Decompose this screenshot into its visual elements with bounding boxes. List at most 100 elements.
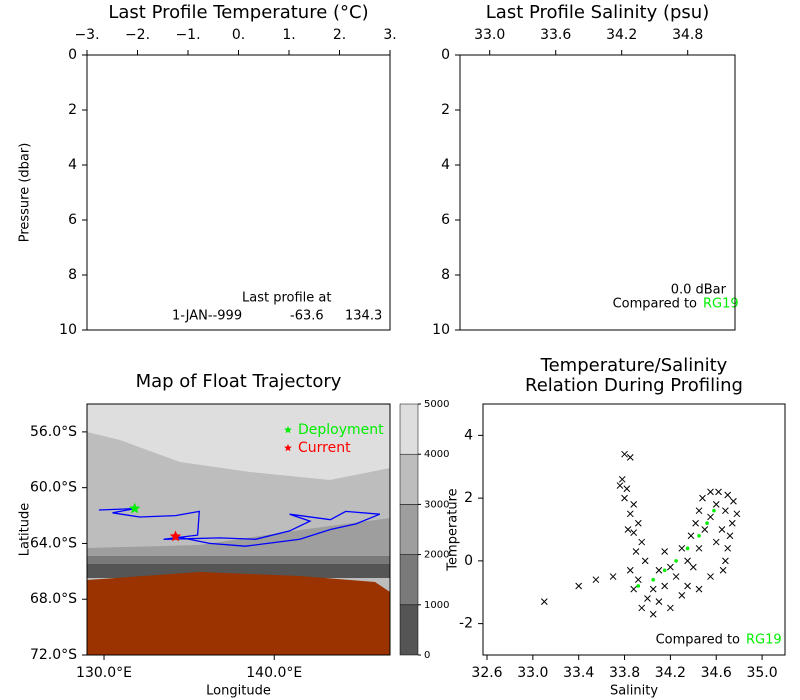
x-tick-label: 34.8 — [672, 27, 703, 43]
colorbar-segment — [399, 504, 419, 555]
bathymetry-deepest — [87, 404, 390, 480]
colorbar-tick-label: 3000 — [424, 499, 449, 510]
scatter-point — [724, 491, 732, 499]
y-tick-label: 2 — [441, 102, 450, 118]
scatter-point — [695, 585, 703, 593]
scatter-point — [626, 510, 634, 518]
scatter-point — [697, 533, 701, 538]
legend-symbol — [284, 426, 292, 434]
plot-frame — [86, 403, 391, 656]
scatter-point — [623, 485, 631, 493]
float-marker — [169, 530, 182, 542]
x-tick-label: 34.2 — [606, 27, 637, 43]
y-axis-label: Pressure (dbar) — [18, 143, 33, 243]
legend-symbol — [284, 444, 292, 452]
y-tick-label: 6 — [68, 212, 77, 228]
legend-label: Current — [298, 440, 351, 456]
scatter-point — [684, 557, 691, 565]
scatter-point — [575, 582, 583, 590]
colorbar-segment — [399, 604, 419, 656]
scatter-point — [540, 598, 548, 606]
y-tick-label: 64.0°S — [30, 535, 77, 551]
annotation: 1-JAN--999 — [172, 309, 242, 324]
scatter-point — [707, 513, 714, 521]
y-axis-label: Latitude — [18, 503, 33, 557]
annotation: RG19 — [746, 633, 782, 648]
scatter-point — [649, 585, 657, 593]
scatter-point — [626, 453, 634, 461]
colorbar-segment — [399, 554, 419, 606]
y-tick-label: 10 — [59, 322, 77, 338]
x-tick-label: −1. — [175, 27, 200, 43]
x-tick-label: 33.0 — [517, 665, 548, 681]
bathymetry-shallow — [87, 556, 390, 566]
scatter-point — [722, 507, 729, 515]
bathymetry-mid — [87, 518, 390, 560]
colorbar-tick-label: 4000 — [424, 449, 449, 460]
scatter-point — [689, 563, 697, 571]
x-tick-label: 33.4 — [563, 665, 594, 681]
scatter-point — [712, 538, 720, 546]
scatter-point — [621, 450, 628, 458]
legend-label: Deployment — [298, 422, 384, 438]
y-tick-label: 72.0°S — [30, 647, 77, 663]
chart-title: Temperature/Salinity — [540, 355, 728, 376]
scatter-point — [678, 592, 686, 599]
scatter-point — [712, 508, 716, 513]
annotation: Last profile at — [242, 291, 331, 306]
scatter-point — [609, 573, 617, 580]
x-tick-label: 2. — [333, 27, 346, 43]
scatter-point — [651, 577, 655, 582]
y-tick-label: 0 — [441, 47, 450, 63]
annotation: RG19 — [703, 297, 739, 312]
x-tick-label: 35.0 — [746, 665, 777, 681]
y-tick-label: 8 — [441, 267, 450, 283]
scatter-point — [719, 566, 727, 574]
scatter-point — [638, 538, 646, 546]
x-axis-label: Salinity — [610, 684, 658, 699]
y-axis-label: Temperature — [446, 488, 461, 571]
y-tick-label: 2 — [68, 102, 77, 118]
float-marker — [129, 502, 141, 514]
scatter-point — [667, 604, 674, 612]
scatter-point — [722, 557, 729, 565]
y-tick-label: 8 — [68, 267, 77, 283]
scatter-point — [632, 548, 640, 555]
scatter-point — [695, 507, 703, 515]
scatter-point — [624, 526, 632, 533]
y-tick-label: 68.0°S — [30, 591, 77, 607]
scatter-point — [699, 494, 706, 502]
scatter-point — [684, 582, 691, 590]
y-tick-label: 0 — [464, 553, 473, 569]
x-tick-label: 130.0°E — [76, 665, 132, 681]
scatter-point — [707, 573, 714, 580]
annotation: 0.0 dBar — [671, 283, 727, 298]
scatter-point — [715, 488, 722, 496]
scatter-point — [685, 546, 690, 551]
scatter-point — [661, 548, 669, 555]
y-tick-label: 4 — [441, 157, 450, 173]
x-tick-label: −2. — [125, 27, 150, 43]
y-tick-label: 6 — [441, 212, 450, 228]
x-tick-label: 33.6 — [540, 27, 571, 43]
x-tick-label: 140.0°E — [246, 665, 302, 681]
scatter-point — [621, 494, 628, 502]
x-tick-label: 1. — [282, 27, 295, 43]
y-tick-label: -2 — [459, 616, 473, 632]
chart-title: Map of Float Trajectory — [136, 371, 342, 392]
y-tick-label: 0 — [68, 47, 77, 63]
scatter-point — [726, 532, 734, 540]
scatter-point — [661, 582, 669, 590]
y-tick-label: 2 — [464, 490, 473, 506]
scatter-point — [626, 566, 634, 574]
scatter-point — [616, 482, 624, 489]
chart-title: Relation During Profiling — [525, 375, 743, 396]
land — [87, 572, 390, 655]
colorbar-tick-label: 0 — [424, 650, 430, 661]
y-tick-label: 4 — [464, 427, 473, 443]
scatter-point — [636, 584, 641, 588]
scatter-point — [718, 526, 726, 533]
scatter-point — [630, 501, 638, 508]
scatter-point — [733, 510, 741, 518]
